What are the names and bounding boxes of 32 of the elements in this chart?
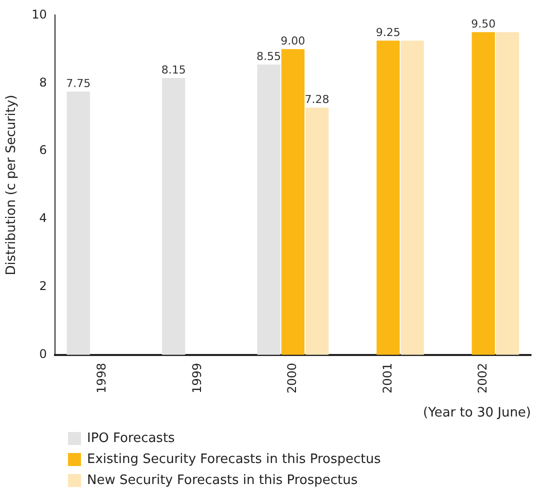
data-label: 7.28 — [304, 92, 330, 106]
bar — [472, 32, 495, 355]
bar — [376, 40, 400, 355]
data-label: 9.25 — [376, 26, 400, 40]
y-tick-label: 2 — [39, 279, 47, 294]
legend-label: Existing Security Forecasts in this Prospectus — [87, 452, 381, 467]
data-label: 8.15 — [161, 63, 186, 76]
bar — [305, 108, 329, 355]
bar — [496, 32, 520, 355]
x-tick-label: 1999 — [190, 362, 204, 394]
y-tick-label: 10 — [32, 7, 47, 22]
x-tick-label: 2002 — [476, 362, 490, 394]
y-tick-label: 0 — [39, 346, 47, 361]
y-tick-label: 6 — [39, 143, 47, 158]
y-axis-title: Distribution (c per Security) — [4, 94, 20, 276]
bar — [257, 64, 280, 355]
x-axis-title: (Year to 30 June) — [423, 406, 531, 421]
bar — [162, 78, 186, 355]
legend-label: IPO Forecasts — [87, 431, 175, 446]
bar — [400, 40, 424, 355]
y-tick-label: 8 — [39, 75, 47, 90]
y-tick-label: 4 — [39, 211, 47, 226]
x-tick-label: 1998 — [94, 362, 109, 394]
bar — [66, 92, 90, 355]
legend-label: New Security Forecasts in this Prospectus — [87, 473, 358, 488]
bar — [281, 49, 305, 355]
x-tick-label: 2000 — [285, 362, 300, 394]
data-label: 9.50 — [471, 18, 496, 31]
data-label: 9.00 — [280, 34, 306, 48]
x-tick-label: 2001 — [380, 362, 394, 394]
data-label: 8.55 — [256, 50, 282, 63]
data-label: 7.75 — [66, 76, 91, 90]
